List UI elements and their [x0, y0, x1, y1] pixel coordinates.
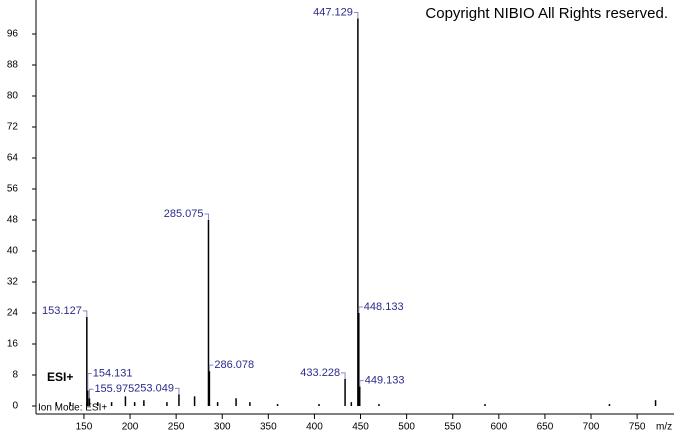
peak-label: 449.133 [365, 375, 405, 387]
y-tick-label: 88 [7, 60, 19, 71]
peak-label: 154.131 [93, 367, 133, 379]
peak-label: 447.129 [313, 6, 353, 18]
x-tick-label: 750 [629, 422, 646, 433]
chart-title: Copyright NIBIO All Rights reserved. [425, 5, 668, 22]
y-tick-label: 56 [7, 184, 19, 195]
label-bracket [204, 213, 209, 220]
y-tick-label: 80 [7, 91, 19, 102]
y-tick-label: 16 [7, 339, 19, 350]
y-tick-label: 64 [7, 153, 19, 164]
x-tick-label: 200 [122, 422, 139, 433]
y-tick-label: 32 [7, 277, 19, 288]
label-bracket [82, 310, 88, 317]
x-tick-label: 650 [537, 422, 554, 433]
peak-label: 253.049 [134, 382, 174, 394]
label-bracket [359, 380, 364, 387]
peak-label: 155.975 [94, 383, 134, 395]
label-bracket [341, 372, 346, 379]
y-tick-label: 8 [12, 370, 18, 381]
x-tick-label: 700 [583, 422, 600, 433]
x-tick-label: 150 [76, 422, 93, 433]
mode-label: ESI+ [47, 370, 73, 384]
label-bracket [174, 387, 180, 395]
x-tick-label: 600 [490, 422, 507, 433]
label-bracket [88, 388, 94, 399]
y-tick-label: 40 [7, 246, 19, 257]
y-tick-label: 48 [7, 215, 19, 226]
y-tick-label: 72 [7, 122, 19, 133]
x-tick-label: 350 [260, 422, 277, 433]
label-bracket [87, 373, 92, 391]
x-tick-label: 500 [398, 422, 415, 433]
y-tick-label: 96 [7, 29, 19, 40]
peak-label: 286.078 [214, 359, 254, 371]
x-tick-label: 400 [306, 422, 323, 433]
label-bracket [358, 306, 363, 313]
footer: Ion Mode: ESI+ [38, 403, 107, 414]
x-tick-label: 250 [168, 422, 185, 433]
label-bracket [353, 12, 359, 19]
x-tick-label: 550 [444, 422, 461, 433]
label-bracket [208, 364, 214, 372]
x-axis-label: m/z [656, 422, 672, 433]
y-tick-label: 24 [7, 308, 19, 319]
x-tick-label: 450 [352, 422, 369, 433]
x-tick-label: 300 [214, 422, 231, 433]
y-tick-label: 0 [12, 401, 18, 412]
peak-label: 433.228 [300, 367, 340, 379]
peak-label: 153.127 [42, 305, 82, 317]
peak-label: 285.075 [164, 208, 204, 220]
peak-label: 448.133 [364, 301, 404, 313]
